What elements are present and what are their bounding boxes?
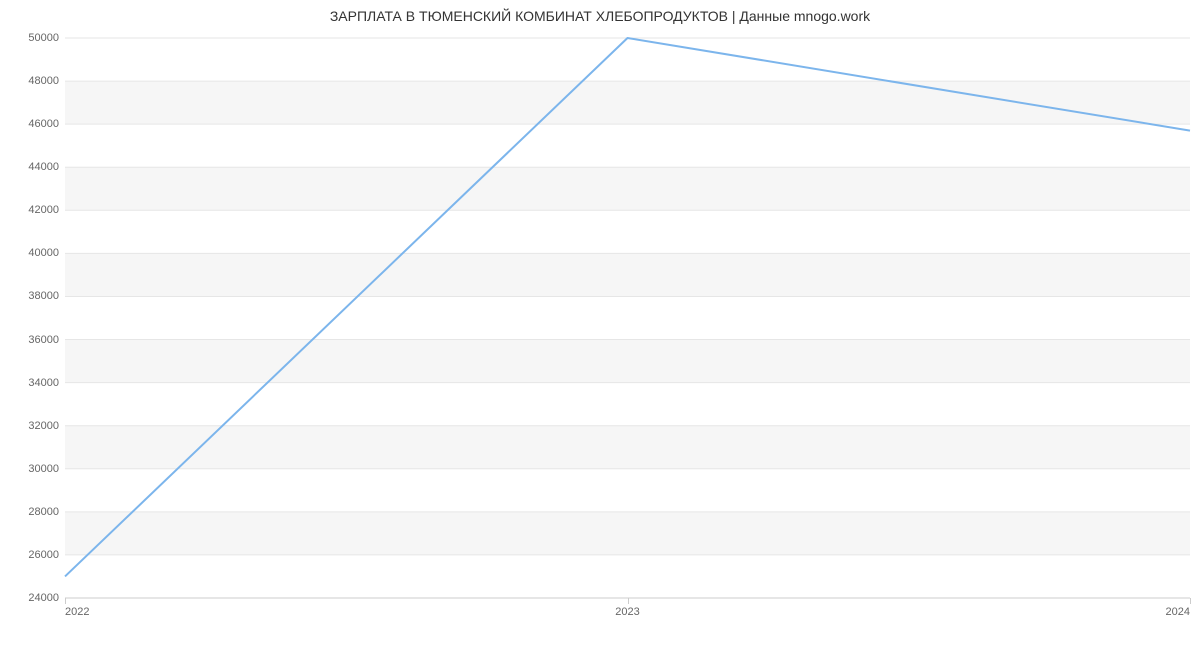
y-tick-label: 44000 xyxy=(28,161,59,173)
x-tick-label: 2024 xyxy=(1166,606,1190,618)
salary-line-chart: ЗАРПЛАТА В ТЮМЕНСКИЙ КОМБИНАТ ХЛЕБОПРОДУ… xyxy=(0,0,1200,650)
x-tick-mark xyxy=(1190,598,1191,604)
chart-title: ЗАРПЛАТА В ТЮМЕНСКИЙ КОМБИНАТ ХЛЕБОПРОДУ… xyxy=(0,0,1200,28)
x-tick-label: 2022 xyxy=(65,606,89,618)
y-tick-label: 46000 xyxy=(28,118,59,130)
x-tick-mark xyxy=(65,598,66,604)
y-tick-label: 40000 xyxy=(28,247,59,259)
y-tick-label: 42000 xyxy=(28,204,59,216)
x-tick-label: 2023 xyxy=(615,606,639,618)
x-tick-mark xyxy=(628,598,629,604)
y-tick-label: 30000 xyxy=(28,463,59,475)
y-tick-label: 26000 xyxy=(28,549,59,561)
y-tick-label: 28000 xyxy=(28,506,59,518)
y-tick-label: 50000 xyxy=(28,32,59,44)
y-tick-label: 48000 xyxy=(28,75,59,87)
y-tick-label: 32000 xyxy=(28,420,59,432)
y-tick-label: 36000 xyxy=(28,334,59,346)
plot-svg xyxy=(65,38,1190,598)
y-tick-label: 34000 xyxy=(28,377,59,389)
y-tick-label: 38000 xyxy=(28,290,59,302)
y-tick-label: 24000 xyxy=(28,592,59,604)
plot-area: 2400026000280003000032000340003600038000… xyxy=(65,38,1190,598)
